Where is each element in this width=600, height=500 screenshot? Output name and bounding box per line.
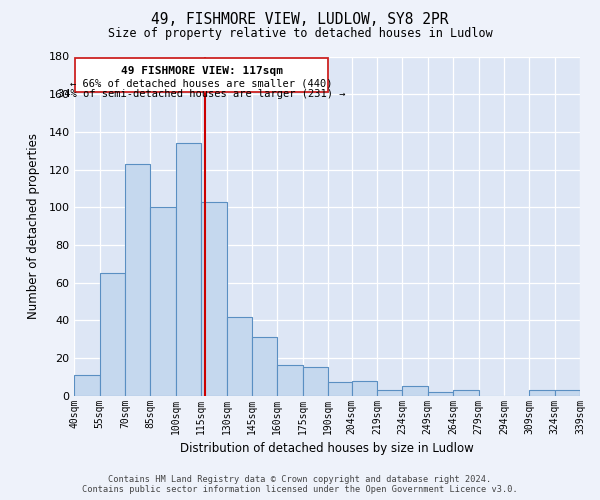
Bar	[227, 316, 252, 396]
Bar	[277, 366, 302, 396]
Bar	[74, 375, 100, 396]
Bar	[403, 386, 428, 396]
Text: 49, FISHMORE VIEW, LUDLOW, SY8 2PR: 49, FISHMORE VIEW, LUDLOW, SY8 2PR	[151, 12, 449, 28]
Text: 34% of semi-detached houses are larger (231) →: 34% of semi-detached houses are larger (…	[58, 90, 346, 100]
Bar	[125, 164, 151, 396]
Bar	[529, 390, 554, 396]
Text: Contains HM Land Registry data © Crown copyright and database right 2024.
Contai: Contains HM Land Registry data © Crown c…	[82, 474, 518, 494]
Bar	[453, 390, 479, 396]
Bar	[176, 143, 201, 396]
X-axis label: Distribution of detached houses by size in Ludlow: Distribution of detached houses by size …	[180, 442, 474, 455]
Bar	[302, 368, 328, 396]
Bar	[352, 380, 377, 396]
FancyBboxPatch shape	[75, 58, 328, 92]
Bar	[201, 202, 227, 396]
Bar	[100, 273, 125, 396]
Y-axis label: Number of detached properties: Number of detached properties	[27, 133, 40, 319]
Bar	[328, 382, 352, 396]
Bar	[252, 337, 277, 396]
Text: ← 66% of detached houses are smaller (440): ← 66% of detached houses are smaller (44…	[70, 78, 333, 88]
Bar	[377, 390, 403, 396]
Bar	[151, 207, 176, 396]
Text: Size of property relative to detached houses in Ludlow: Size of property relative to detached ho…	[107, 28, 493, 40]
Bar	[554, 390, 580, 396]
Text: 49 FISHMORE VIEW: 117sqm: 49 FISHMORE VIEW: 117sqm	[121, 66, 283, 76]
Bar	[428, 392, 453, 396]
